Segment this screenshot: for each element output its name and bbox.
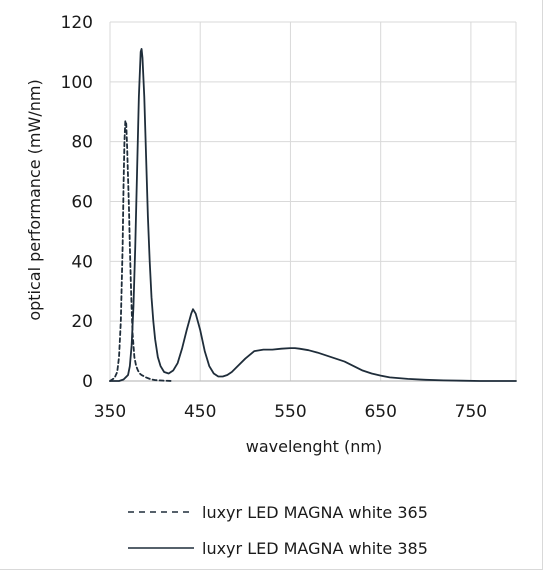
y-tick-label-40: 40	[71, 252, 93, 272]
x-tick-label-650: 650	[364, 402, 396, 422]
x-tick-label-350: 350	[94, 402, 126, 422]
legend-label-365: luxyr LED MAGNA white 365	[202, 503, 428, 522]
y-tick-label-120: 120	[61, 13, 93, 33]
x-tick-label-750: 750	[455, 402, 487, 422]
x-tick-label-450: 450	[184, 402, 216, 422]
y-tick-label-60: 60	[71, 193, 93, 213]
series-line-365	[109, 119, 175, 382]
y-tick-label-20: 20	[71, 312, 93, 332]
legend: luxyr LED MAGNA white 365 luxyr LED MAGN…	[128, 503, 428, 558]
grid	[109, 21, 517, 381]
y-tick-label-0: 0	[82, 372, 93, 392]
y-axis-label: optical performance (mW/nm)	[25, 79, 44, 320]
tick-labels: 0 20 40 60 80 100 120 350 450 550 650 750	[61, 13, 488, 422]
y-tick-label-80: 80	[71, 133, 93, 153]
x-tick-label-550: 550	[274, 402, 306, 422]
series-lines	[109, 48, 517, 382]
series-line-385	[109, 48, 517, 382]
y-tick-label-100: 100	[61, 73, 93, 93]
legend-label-385: luxyr LED MAGNA white 385	[202, 539, 428, 558]
x-axis-label: wavelenght (nm)	[246, 437, 383, 456]
